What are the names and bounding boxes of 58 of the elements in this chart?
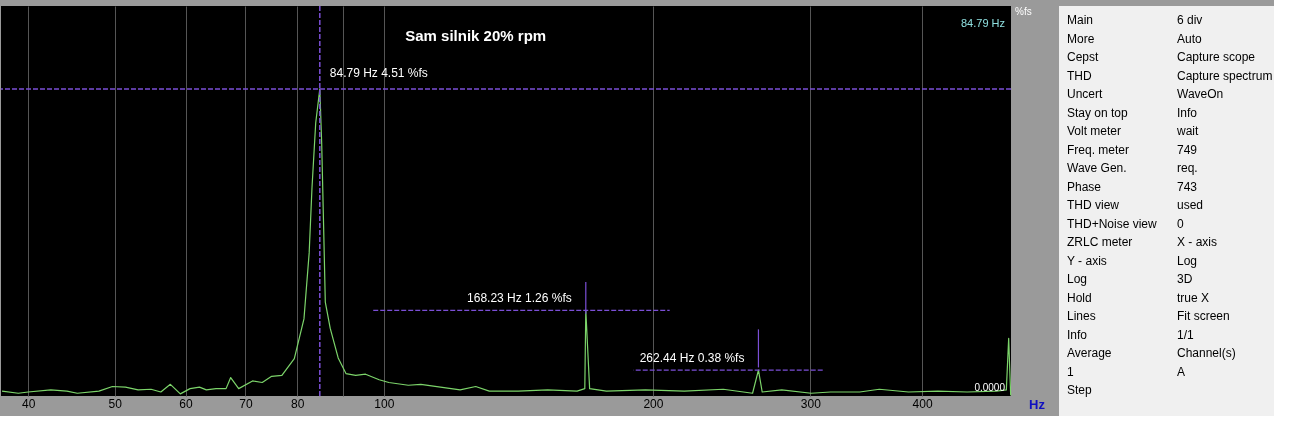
text: Info — [1067, 327, 1088, 342]
text: ZRLC meter — [1067, 235, 1133, 249]
text: WaveOn — [1177, 87, 1224, 101]
text: Uncert — [1067, 87, 1104, 101]
text: 743 — [1177, 179, 1198, 194]
x-tick-label: 70 — [239, 396, 253, 411]
text: Phase — [1067, 179, 1102, 194]
y-axis-title: %fs — [1015, 6, 1032, 17]
text: THD+Noise view — [1067, 216, 1158, 231]
text: 1 — [1067, 364, 1074, 379]
text: 749 — [1177, 142, 1198, 157]
x-tick-label: 400 — [912, 396, 933, 411]
annotation: 262.44 Hz 0.38 %fs — [639, 351, 745, 366]
text: 0 — [1177, 216, 1184, 231]
text: Capture scope — [1177, 50, 1256, 64]
text: Main — [1067, 13, 1094, 27]
text: Auto — [1177, 31, 1203, 46]
text: true X — [1177, 290, 1210, 305]
text: Log — [1067, 272, 1088, 286]
text: 6 div — [1177, 13, 1203, 27]
x-axis-title: Hz — [1029, 397, 1046, 412]
text: Channel(s) — [1177, 346, 1236, 360]
x-tick-label: 80 — [291, 396, 305, 411]
text: Average — [1067, 346, 1112, 360]
text: A — [1177, 364, 1186, 379]
x-tick-label: 40 — [21, 396, 36, 411]
text: req. — [1177, 161, 1198, 175]
text: THD view — [1067, 198, 1120, 212]
text: Hold — [1067, 290, 1092, 305]
text: Wave Gen. — [1067, 161, 1127, 175]
text: Y - axis — [1067, 253, 1107, 268]
text: Log — [1177, 253, 1198, 268]
annotation: 168.23 Hz 1.26 %fs — [467, 291, 572, 306]
text: X - axis — [1177, 235, 1218, 249]
text: More — [1067, 31, 1095, 46]
text: Lines — [1067, 309, 1096, 323]
x-tick-label: 60 — [179, 396, 194, 411]
text: Volt meter — [1067, 124, 1122, 138]
text: Cepst — [1067, 50, 1100, 64]
text: Capture spectrum — [1177, 68, 1273, 83]
x-tick-label: 300 — [800, 396, 822, 411]
annotation: 84.79 Hz 4.51 %fs — [329, 65, 428, 80]
text: used — [1177, 198, 1204, 212]
text: Fit screen — [1177, 309, 1230, 323]
x-tick-label: 200 — [643, 396, 664, 411]
text: Stay on top — [1067, 105, 1129, 120]
text: Freq. meter — [1067, 142, 1130, 157]
text: Step — [1067, 383, 1093, 397]
text: THD — [1067, 68, 1092, 83]
chart-title: Sam silnik 20% rpm — [405, 27, 547, 44]
text: 3D — [1177, 272, 1193, 286]
text: 84.79 Hz — [960, 17, 1005, 29]
x-tick-label: 100 — [374, 396, 395, 411]
annotation: 0.0000 — [974, 382, 1006, 393]
text: Info — [1177, 105, 1198, 120]
text: 1/1 — [1177, 327, 1195, 342]
text: wait — [1176, 124, 1200, 138]
x-tick-label: 50 — [108, 396, 123, 411]
